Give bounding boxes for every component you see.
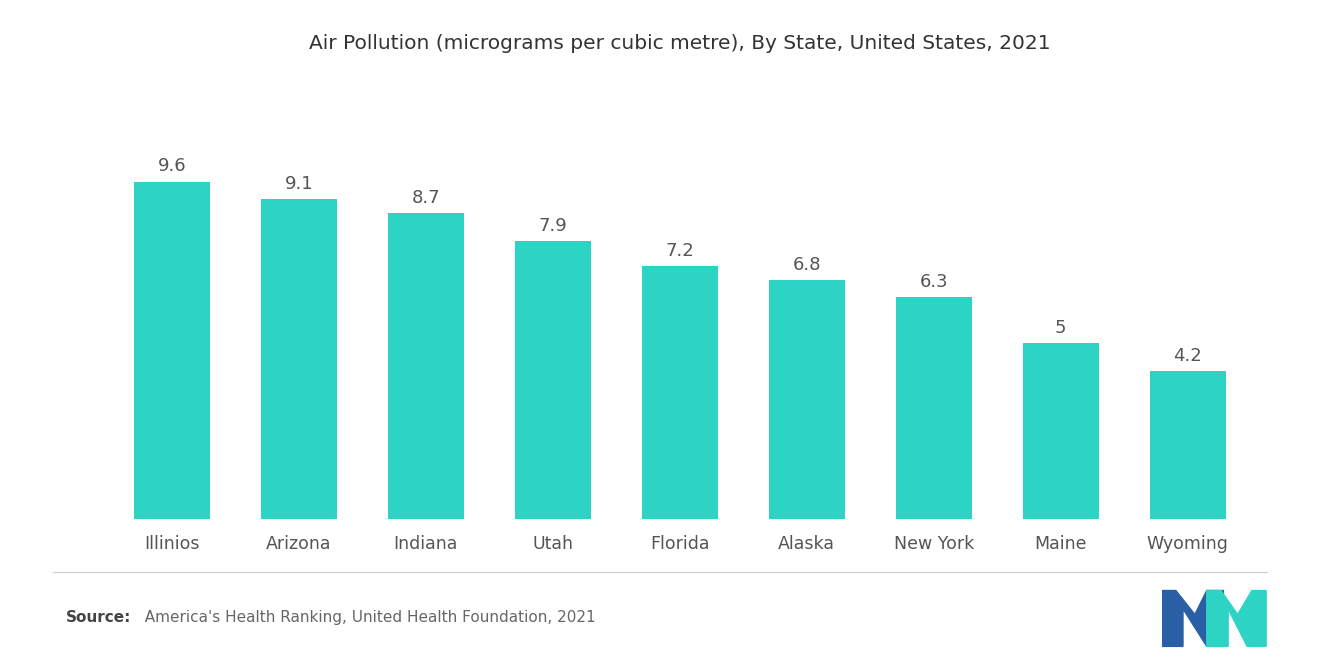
Bar: [642, 266, 718, 519]
Text: America's Health Ranking, United Health Foundation, 2021: America's Health Ranking, United Health …: [135, 610, 595, 625]
Text: 6.3: 6.3: [920, 273, 948, 291]
Bar: [768, 280, 845, 519]
Title: Air Pollution (micrograms per cubic metre), By State, United States, 2021: Air Pollution (micrograms per cubic metr…: [309, 34, 1051, 53]
Text: 8.7: 8.7: [412, 189, 440, 207]
Text: 7.9: 7.9: [539, 217, 568, 235]
Text: 9.1: 9.1: [285, 175, 313, 193]
Bar: [388, 213, 463, 519]
Text: Source:: Source:: [66, 610, 132, 625]
Bar: [133, 182, 210, 519]
Bar: [1023, 343, 1098, 519]
Bar: [515, 241, 591, 519]
Text: 6.8: 6.8: [792, 255, 821, 273]
Text: 4.2: 4.2: [1173, 347, 1203, 365]
Polygon shape: [1206, 591, 1266, 646]
Bar: [261, 200, 337, 519]
Text: 7.2: 7.2: [665, 241, 694, 259]
Bar: [1150, 371, 1226, 519]
Text: 5: 5: [1055, 319, 1067, 336]
Bar: [896, 297, 972, 519]
Polygon shape: [1162, 591, 1224, 646]
Text: 9.6: 9.6: [157, 158, 186, 176]
